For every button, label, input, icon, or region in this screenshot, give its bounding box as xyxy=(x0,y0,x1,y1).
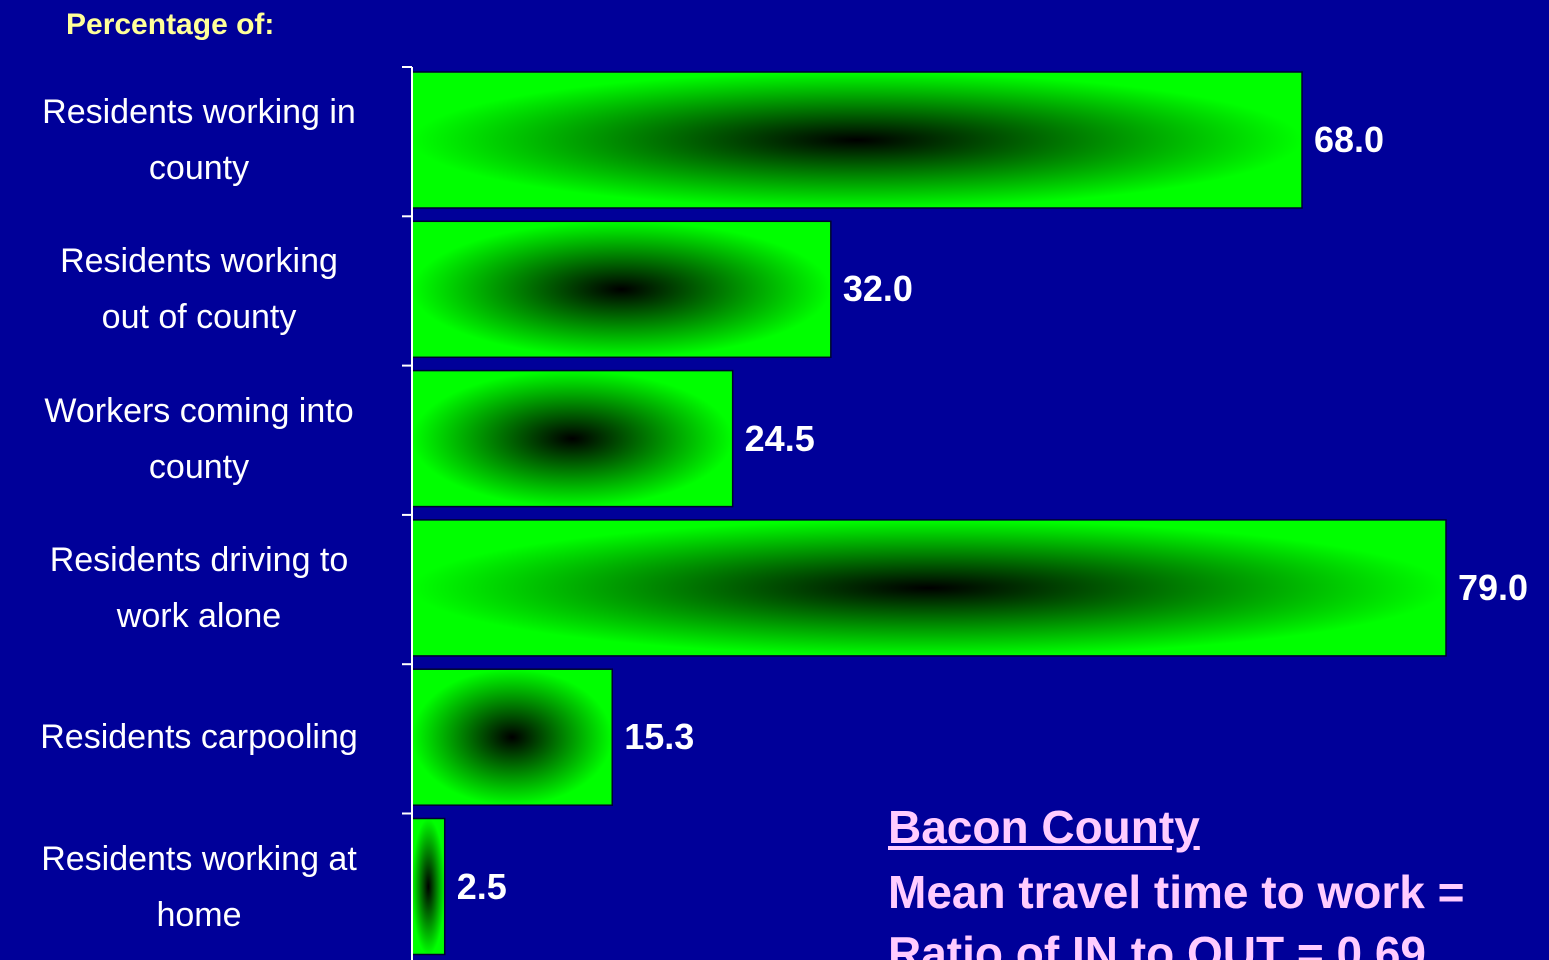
y-tick-label: Residents working out of county xyxy=(60,242,338,337)
chart-title: Percentage of: xyxy=(66,8,275,41)
value-label: 24.5 xyxy=(744,417,815,459)
bar xyxy=(411,519,1447,657)
bar xyxy=(411,369,734,508)
y-tick-label: Residents working at home xyxy=(41,839,357,934)
y-tick-label: Residents working in county xyxy=(42,93,356,187)
value-label: 68.0 xyxy=(1314,119,1385,160)
bar xyxy=(411,71,1303,209)
bar xyxy=(411,668,614,806)
y-tick-label: Residents carpooling xyxy=(40,718,358,757)
bar xyxy=(411,220,832,359)
annotation: Ratio of IN to OUT = 0.69 xyxy=(888,927,1427,960)
annotation: Bacon County xyxy=(888,801,1200,853)
bar xyxy=(411,817,446,956)
value-label: 2.5 xyxy=(456,865,507,907)
annotation: Mean travel time to work = xyxy=(888,866,1465,918)
y-tick-label: Workers coming into county xyxy=(44,391,354,486)
value-label: 79.0 xyxy=(1458,566,1529,608)
value-label: 32.0 xyxy=(842,268,913,310)
value-label: 15.3 xyxy=(624,716,695,758)
y-tick-label: Residents driving to work alone xyxy=(49,540,349,635)
